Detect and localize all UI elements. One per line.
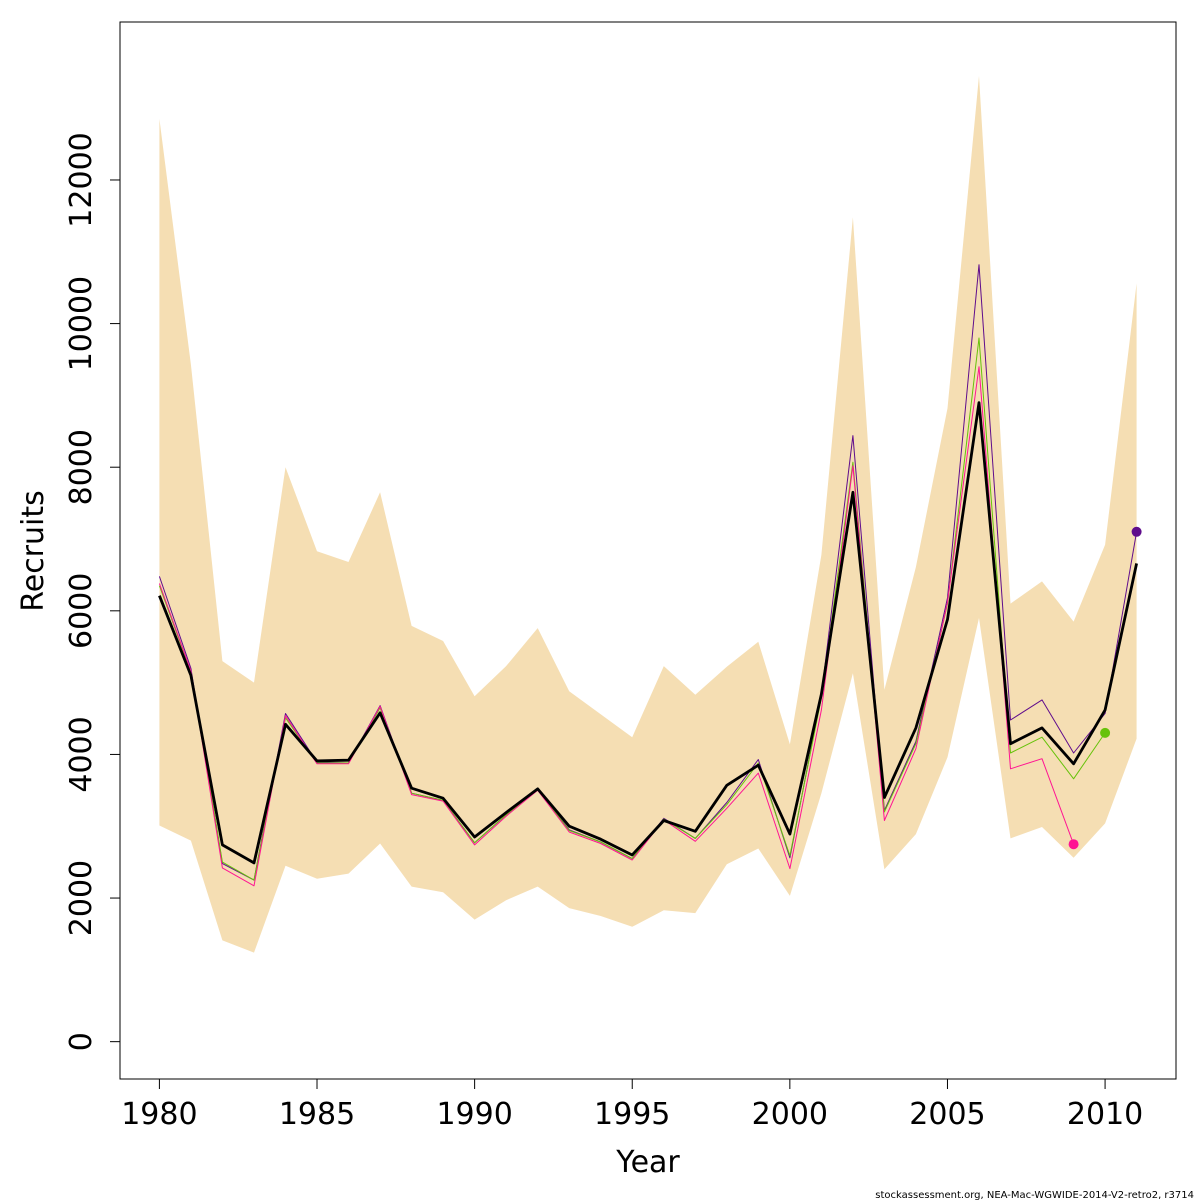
x-tick-label: 1985	[279, 1097, 355, 1132]
y-axis: 0 2000 4000 6000 8000 10000 12000	[64, 132, 121, 1051]
x-tick-label: 1990	[436, 1097, 512, 1132]
y-axis-title: Recruits	[16, 490, 51, 612]
x-tick-label: 2010	[1067, 1097, 1143, 1132]
series-layer	[158, 264, 1138, 887]
y-tick-label: 8000	[64, 429, 99, 505]
series-end-point-3	[1100, 727, 1111, 738]
confidence-band-layer	[159, 75, 1137, 953]
confidence-band	[159, 75, 1137, 953]
footer-credit: stockassessment.org, NEA-Mac-WGWIDE-2014…	[875, 1190, 1194, 1200]
y-tick-label: 6000	[64, 573, 99, 649]
x-tick-label: 1980	[121, 1097, 197, 1132]
y-tick-label: 10000	[64, 276, 99, 371]
y-tick-label: 12000	[64, 132, 99, 227]
marker-layer	[1068, 526, 1142, 850]
series-end-point-4	[1068, 839, 1079, 850]
x-axis: 1980 1985 1990 1995 2000 2005 2010	[121, 1078, 1143, 1132]
x-tick-label: 2005	[909, 1097, 985, 1132]
x-tick-label: 2000	[752, 1097, 828, 1132]
series-line-1	[158, 401, 1138, 865]
x-tick-label: 1995	[594, 1097, 670, 1132]
x-axis-title: Year	[615, 1145, 680, 1180]
series-end-point-2	[1131, 526, 1142, 537]
y-tick-label: 0	[64, 1032, 99, 1051]
y-tick-label: 4000	[64, 716, 99, 792]
y-tick-label: 2000	[64, 860, 99, 936]
